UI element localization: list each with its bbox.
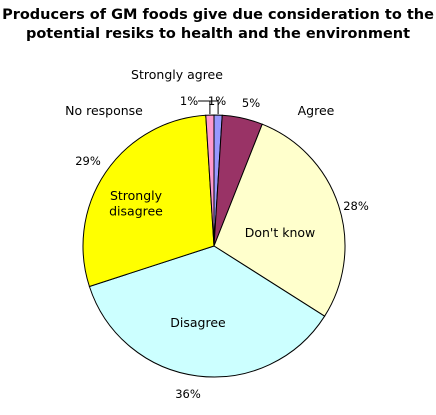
- pie-slice-don-t-know: [213, 123, 346, 317]
- slice-label-agree: Agree: [298, 103, 335, 118]
- slice-label-no-response: No response: [65, 103, 143, 118]
- chart-title-line-1: Producers of GM foods give due considera…: [2, 7, 434, 23]
- leader-line-strongly-agree: [209, 100, 219, 115]
- pie-slice-disagree: [88, 245, 326, 378]
- slice-value-disagree: 36%: [175, 387, 201, 401]
- slice-label-don-t-know: Don't know: [245, 225, 316, 240]
- slice-label-strongly-agree: Strongly agree: [131, 67, 223, 82]
- chart-title-line-2: potential resiks to health and the envir…: [26, 26, 410, 42]
- slice-value-don-t-know: 28%: [343, 199, 369, 213]
- slice-label-disagree: Disagree: [170, 315, 226, 330]
- pie-slice-no-response: [205, 114, 215, 247]
- slice-value-agree: 5%: [242, 96, 260, 110]
- slice-value-no-response: 1%: [180, 94, 198, 108]
- slice-value-strongly-disagree: 29%: [75, 154, 101, 168]
- pie-slice-strongly-disagree: [82, 114, 215, 288]
- leader-line-no-response: [198, 100, 211, 115]
- slice-label-strongly-disagree: Strongly disagree: [109, 188, 163, 219]
- slice-value-strongly-agree: 1%: [208, 94, 226, 108]
